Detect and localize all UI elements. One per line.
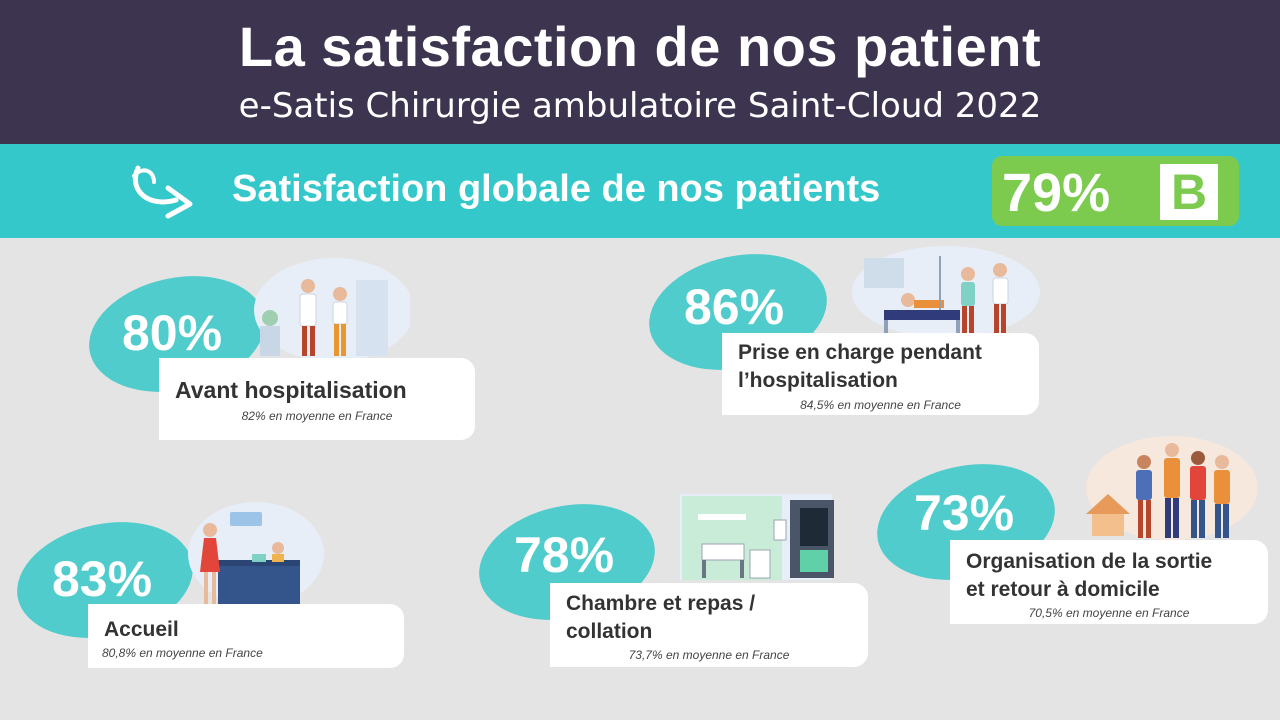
item-card: Prise en charge pendant l’hospitalisatio…	[722, 333, 1039, 415]
global-satisfaction-band: Satisfaction globale de nos patients 79%…	[0, 144, 1280, 238]
item-national-average: 84,5% en moyenne en France	[800, 398, 961, 412]
item-card: Chambre et repas / collation 73,7% en mo…	[550, 583, 868, 667]
item-percentage: 86%	[684, 279, 785, 335]
item-percentage: 80%	[122, 305, 223, 361]
item-title-line1: Organisation de la sortie	[966, 550, 1213, 573]
global-score-value: 79%	[1002, 163, 1111, 223]
item-title-line2: collation	[566, 620, 653, 643]
item-title-line1: Prise en charge pendant	[738, 341, 982, 364]
page-title: La satisfaction de nos patient	[238, 15, 1042, 78]
item-card: Organisation de la sortie et retour à do…	[950, 540, 1268, 624]
curved-arrow-icon	[132, 165, 193, 219]
reception-desk-illustration	[188, 502, 324, 606]
item-percentage: 78%	[514, 527, 615, 583]
doctor-consultation-illustration	[254, 258, 410, 360]
item-card: Accueil 80,8% en moyenne en France	[88, 604, 404, 668]
item-title: Avant hospitalisation	[175, 377, 407, 403]
item-card: Avant hospitalisation 82% en moyenne en …	[159, 358, 475, 440]
header-banner: La satisfaction de nos patient e-Satis C…	[0, 0, 1280, 144]
global-satisfaction-label: Satisfaction globale de nos patients	[232, 168, 881, 210]
item-national-average: 82% en moyenne en France	[241, 409, 393, 423]
item-title-line2: et retour à domicile	[966, 578, 1160, 601]
item-percentage: 83%	[52, 551, 153, 607]
family-home-illustration	[1086, 436, 1258, 540]
item-national-average: 70,5% en moyenne en France	[1028, 606, 1190, 620]
global-score-box: 79% B	[992, 156, 1239, 226]
hospital-bed-care-illustration	[852, 246, 1040, 338]
page-subtitle: e-Satis Chirurgie ambulatoire Saint-Clou…	[238, 86, 1042, 126]
item-national-average: 73,7% en moyenne en France	[628, 648, 790, 662]
item-title: Accueil	[104, 618, 179, 641]
item-title-line1: Chambre et repas /	[566, 592, 756, 615]
item-title-line2: l’hospitalisation	[738, 369, 898, 392]
global-grade-badge: B	[1160, 164, 1218, 220]
item-national-average: 80,8% en moyenne en France	[102, 646, 263, 660]
item-percentage: 73%	[914, 485, 1015, 541]
hospital-room-illustration	[680, 494, 834, 580]
